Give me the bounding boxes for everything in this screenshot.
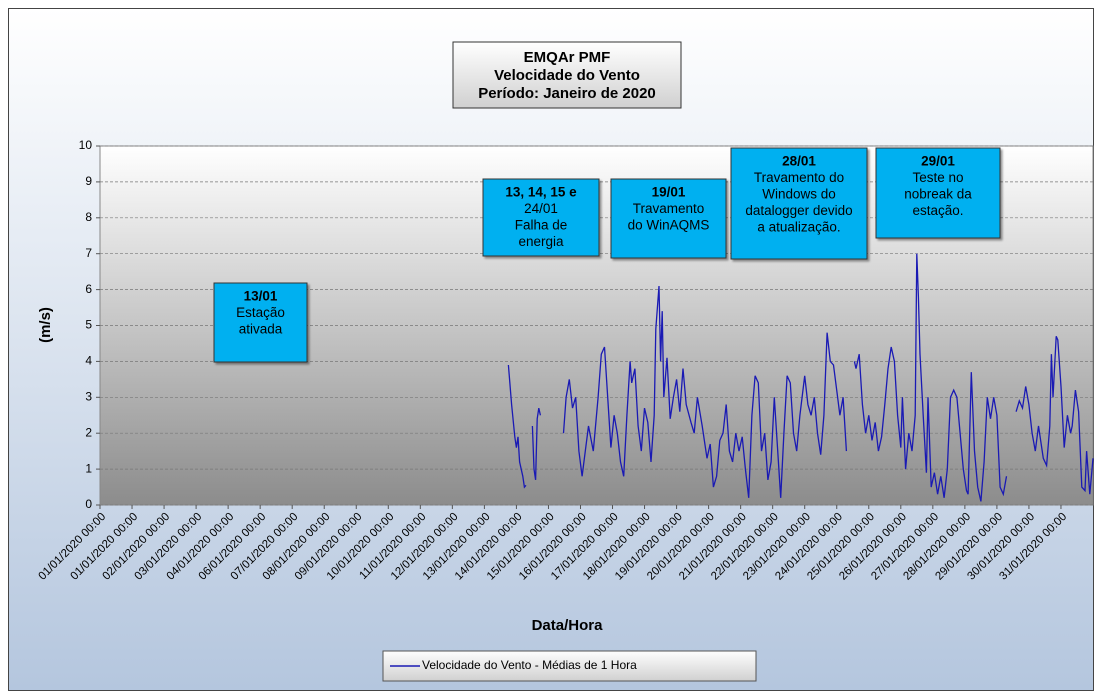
y-tick-label: 10 [79, 138, 93, 152]
annotation-text: Estação [236, 305, 285, 320]
y-tick-label: 2 [85, 425, 92, 439]
chart-title: Período: Janeiro de 2020 [478, 85, 656, 102]
legend [382, 650, 757, 682]
annotation-text: energia [518, 234, 564, 249]
annotation-text: estação. [912, 203, 963, 218]
legend-label: Velocidade do Vento - Médias de 1 Hora [422, 658, 637, 672]
chart-title: Velocidade do Vento [494, 67, 640, 84]
annotation-text: 24/01 [524, 201, 558, 216]
annotation-text: 13/01 [244, 289, 278, 304]
annotation-text: ativada [239, 322, 283, 337]
annotation-text: Travamento [633, 201, 705, 216]
y-tick-label: 8 [85, 210, 92, 224]
data-line [507, 253, 1094, 502]
annotation-text: Travamento do [754, 170, 844, 185]
x-axis-label: Data/Hora [532, 617, 604, 634]
annotation-box [610, 178, 727, 259]
y-tick-label: 7 [85, 246, 92, 260]
y-tick-label: 1 [85, 461, 92, 475]
y-tick-label: 3 [85, 389, 92, 403]
y-tick-label: 0 [85, 497, 92, 511]
y-axis-label: (m/s) [37, 307, 54, 343]
annotation-box [213, 282, 308, 363]
annotation-text: nobreak da [904, 187, 972, 202]
y-tick-label: 9 [85, 174, 92, 188]
annotation-box [730, 147, 868, 260]
chart-title: EMQAr PMF [524, 49, 611, 66]
annotation-text: 29/01 [921, 154, 955, 169]
annotation-box [875, 147, 1001, 239]
annotation-text: 19/01 [652, 185, 686, 200]
annotation-box [482, 178, 600, 257]
annotation-text: do WinAQMS [628, 218, 710, 233]
annotation-text: 13, 14, 15 e [505, 185, 577, 200]
y-tick-label: 6 [85, 282, 92, 296]
annotation-text: 28/01 [782, 154, 816, 169]
annotation-text: Teste no [912, 170, 963, 185]
y-tick-label: 4 [85, 354, 92, 368]
y-tick-label: 5 [85, 318, 92, 332]
annotation-text: Windows do [762, 187, 836, 202]
annotation-text: datalogger devido [745, 203, 852, 218]
annotation-text: a atualização. [757, 220, 840, 235]
title-box [452, 41, 682, 109]
annotation-text: Falha de [515, 218, 568, 233]
